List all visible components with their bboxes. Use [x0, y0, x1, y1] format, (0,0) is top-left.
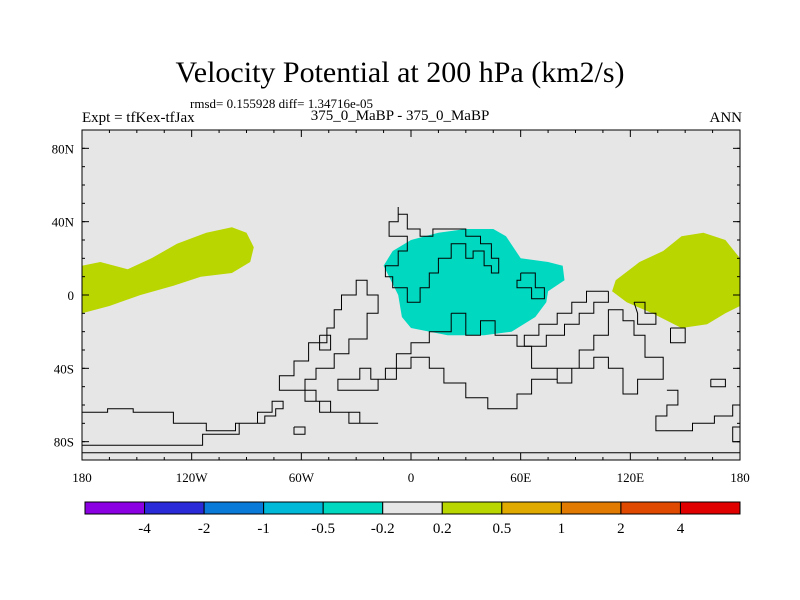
colorbar-label: -0.2 [371, 521, 395, 537]
coastline-9 [293, 426, 306, 435]
coastline-12 [710, 378, 726, 388]
colorbar-label: 1 [558, 521, 566, 537]
lat-tick-label: 80N [52, 141, 75, 156]
season-label: ANN [709, 110, 743, 126]
colorbar-swatch [441, 501, 503, 515]
period-label: 375_0_MaBP - 375_0_MaBP [310, 108, 490, 124]
expt-label: Expt = tfKex-tfJax [82, 110, 195, 126]
coastline-1 [516, 272, 545, 300]
coastlines [82, 207, 740, 454]
lat-tick-label: 80S [54, 435, 74, 450]
shaded-region-2 [383, 229, 565, 336]
lon-tick-label: 180 [72, 470, 92, 485]
coastline-3 [319, 334, 332, 351]
map-title: Velocity Potential at 200 hPa (km2/s) [175, 56, 625, 89]
colorbar-swatch [560, 501, 622, 515]
coastline-11 [655, 389, 740, 432]
colorbar: -4 -2 -1 -0.5 -0.2 0.2 0.5 1 2 4 [84, 501, 741, 537]
coastline-2 [278, 279, 379, 424]
colorbar-swatch [679, 501, 741, 515]
lon-tick-label: 120E [617, 470, 645, 485]
colorbar-swatch [382, 501, 443, 515]
lat-tick-label: 0 [68, 288, 75, 303]
colorbar-label: -4 [138, 521, 151, 537]
colorbar-label: 4 [677, 521, 685, 537]
colorbar-swatch [501, 501, 562, 515]
colorbar-swatch [620, 501, 681, 515]
colorbar-label: 0.5 [492, 521, 511, 537]
coastline-7 [670, 327, 686, 344]
lon-tick-label: 180 [730, 470, 750, 485]
colorbar-label: -1 [257, 521, 270, 537]
colorbar-swatch [322, 501, 384, 515]
colorbar-swatch [203, 501, 265, 515]
stats-label: rmsd= 0.155928 diff= 1.34716e-05 [190, 96, 374, 111]
coastline-5 [523, 290, 609, 347]
coastline-0 [384, 207, 500, 303]
colorbar-swatch [144, 501, 205, 515]
colorbar-swatch [84, 501, 146, 515]
lon-tick-label: 0 [408, 470, 415, 485]
map-axes: 180 120W 60W 0 60E 120E 180 80N 40N 0 40S 80S [52, 129, 750, 485]
colorbar-label: -2 [198, 521, 211, 537]
colorbar-swatch [263, 501, 324, 515]
colorbar-label: 0.2 [433, 521, 452, 537]
colorbar-label: 2 [617, 521, 625, 537]
coastline-4 [337, 309, 664, 410]
shaded-region-0 [82, 227, 254, 314]
shaded-regions [82, 227, 740, 336]
lon-tick-label: 60E [510, 470, 531, 485]
lat-tick-label: 40N [52, 215, 75, 230]
coastline-8 [82, 400, 284, 446]
lat-tick-label: 40S [54, 361, 74, 376]
lon-tick-label: 60W [289, 470, 315, 485]
coastline-6 [633, 301, 657, 325]
shaded-region-1 [612, 232, 740, 328]
colorbar-label: -0.5 [311, 521, 335, 537]
lon-tick-label: 120W [176, 470, 209, 485]
